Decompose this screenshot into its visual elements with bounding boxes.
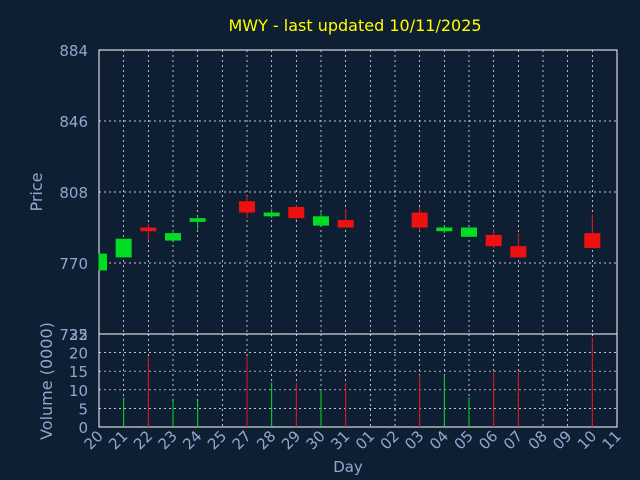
candle-body	[313, 216, 329, 226]
price-axis-label: Price	[27, 172, 46, 211]
x-tick-label: 28	[253, 427, 279, 453]
x-tick-label: 27	[229, 427, 255, 453]
candle-body	[263, 212, 280, 217]
candle-body	[411, 212, 428, 228]
x-tick-label: 21	[105, 427, 131, 453]
x-tick-label: 06	[475, 427, 501, 453]
volume-frame	[98, 333, 618, 428]
x-tick-label: 01	[352, 427, 378, 453]
x-tick-label: 31	[327, 427, 353, 453]
x-tick-label: 03	[401, 427, 427, 453]
volume-tick-label: 0	[78, 419, 88, 437]
volume-tick-label: 10	[69, 382, 88, 400]
x-tick-label: 02	[377, 427, 403, 453]
x-tick-label: 09	[549, 427, 575, 453]
candle-body	[140, 227, 157, 232]
x-tick-label: 24	[179, 427, 205, 453]
x-tick-label: 23	[155, 427, 181, 453]
price-tick-label: 732	[59, 326, 88, 344]
x-axis-label: Day	[333, 458, 363, 476]
x-tick-label: 25	[204, 427, 230, 453]
chart-title: MWY - last updated 10/11/2025	[228, 16, 481, 35]
volume-axis-label: Volume (0000)	[37, 322, 56, 440]
price-tick-label: 808	[59, 184, 88, 202]
candle-body	[461, 227, 477, 237]
price-panel: 732 770 808 846 884	[59, 42, 618, 344]
price-tick-label: 770	[59, 255, 88, 273]
candle-body	[288, 206, 305, 219]
x-tick-label: 10	[574, 427, 600, 453]
x-tick-label: 07	[500, 427, 526, 453]
volume-tick-label: 25	[69, 326, 88, 344]
candle-body	[115, 238, 132, 258]
x-tick-label: 29	[278, 427, 304, 453]
candle-body	[99, 253, 107, 271]
x-tick-label: 11	[599, 427, 625, 453]
candle-body	[436, 227, 453, 232]
x-tick-label: 08	[525, 427, 551, 453]
x-tick-label: 30	[303, 427, 329, 453]
x-tick-label: 22	[130, 427, 156, 453]
candle-body	[239, 201, 255, 213]
volume-tick-label: 15	[69, 363, 88, 381]
candle-body	[510, 246, 527, 258]
candle-body	[165, 233, 181, 241]
candle-body	[584, 233, 601, 249]
candle-body	[189, 218, 206, 222]
x-tick-label: 04	[426, 427, 452, 453]
candle-body	[485, 234, 502, 247]
volume-tick-label: 5	[78, 400, 88, 418]
volume-tick-label: 20	[69, 345, 88, 363]
price-tick-label: 846	[59, 113, 88, 131]
x-tick-label: 05	[451, 427, 477, 453]
price-tick-label: 884	[59, 42, 88, 60]
candle-body	[337, 220, 354, 228]
